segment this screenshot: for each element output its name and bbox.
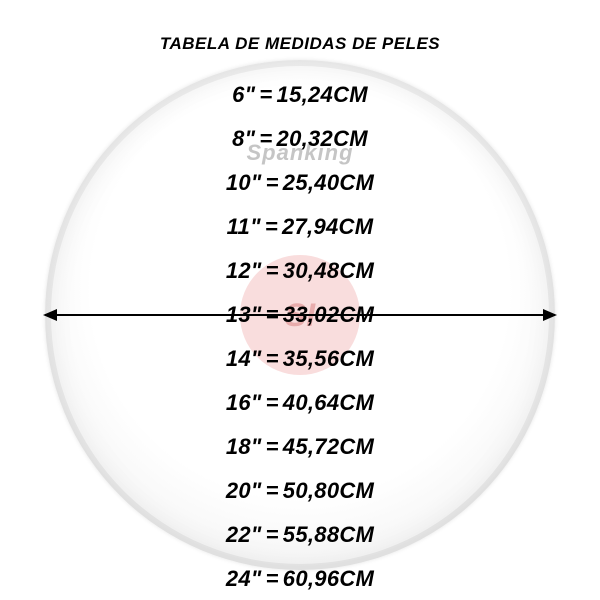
cm-value: 40,64CM xyxy=(283,390,374,415)
inches-value: 6" xyxy=(232,82,255,107)
measurement-list: 6"=15,24CM8"=20,32CM10"=25,40CM11"=27,94… xyxy=(0,82,600,592)
title: TABELA DE MEDIDAS DE PELES xyxy=(0,34,600,54)
measurement-row: 20"=50,80CM xyxy=(226,478,374,504)
measurement-row: 16"=40,64CM xyxy=(226,390,374,416)
cm-value: 27,94CM xyxy=(282,214,373,239)
equals-sign: = xyxy=(262,478,283,503)
measurement-row: 11"=27,94CM xyxy=(227,214,374,240)
equals-sign: = xyxy=(255,126,276,151)
inches-value: 22" xyxy=(226,522,262,547)
inches-value: 14" xyxy=(226,346,262,371)
measurement-row: 14"=35,56CM xyxy=(226,346,374,372)
equals-sign: = xyxy=(262,566,283,591)
measurement-row: 22"=55,88CM xyxy=(226,522,374,548)
inches-value: 13" xyxy=(226,302,262,327)
equals-sign: = xyxy=(262,346,283,371)
inches-value: 8" xyxy=(232,126,255,151)
equals-sign: = xyxy=(262,170,283,195)
measurement-row: 8"=20,32CM xyxy=(232,126,368,152)
cm-value: 20,32CM xyxy=(277,126,368,151)
equals-sign: = xyxy=(255,82,276,107)
inches-value: 18" xyxy=(226,434,262,459)
measurement-row: 24"=60,96CM xyxy=(226,566,374,592)
inches-value: 12" xyxy=(226,258,262,283)
equals-sign: = xyxy=(262,302,283,327)
cm-value: 60,96CM xyxy=(283,566,374,591)
measurement-row: 12"=30,48CM xyxy=(226,258,374,284)
cm-value: 15,24CM xyxy=(277,82,368,107)
cm-value: 55,88CM xyxy=(283,522,374,547)
equals-sign: = xyxy=(262,522,283,547)
measurement-row: 10"=25,40CM xyxy=(226,170,374,196)
cm-value: 50,80CM xyxy=(283,478,374,503)
inches-value: 24" xyxy=(226,566,262,591)
inches-value: 16" xyxy=(226,390,262,415)
cm-value: 35,56CM xyxy=(283,346,374,371)
measurement-row: 6"=15,24CM xyxy=(232,82,368,108)
inches-value: 11" xyxy=(227,214,261,239)
cm-value: 33,02CM xyxy=(283,302,374,327)
cm-value: 25,40CM xyxy=(283,170,374,195)
equals-sign: = xyxy=(262,434,283,459)
cm-value: 45,72CM xyxy=(283,434,374,459)
equals-sign: = xyxy=(262,390,283,415)
inches-value: 10" xyxy=(226,170,262,195)
equals-sign: = xyxy=(262,258,283,283)
measurement-row: 18"=45,72CM xyxy=(226,434,374,460)
cm-value: 30,48CM xyxy=(283,258,374,283)
equals-sign: = xyxy=(261,214,282,239)
inches-value: 20" xyxy=(226,478,262,503)
measurement-row: 13"=33,02CM xyxy=(226,302,374,328)
